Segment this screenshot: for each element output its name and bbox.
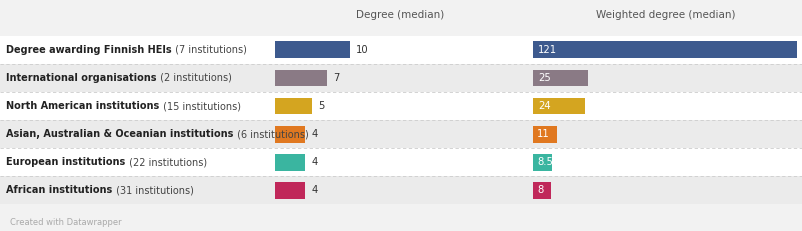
Bar (0, 176, 802, 204)
Text: 7: 7 (333, 73, 339, 83)
Text: 8: 8 (537, 185, 543, 195)
Bar (274, 70, 326, 86)
Text: (2 institutions): (2 institutions) (156, 73, 232, 83)
Text: (15 institutions): (15 institutions) (160, 101, 241, 111)
Bar (533, 41, 796, 58)
Bar (0, 64, 802, 92)
Bar (0, 92, 802, 120)
Text: 121: 121 (537, 45, 557, 55)
Text: 4: 4 (310, 157, 317, 167)
Text: (7 institutions): (7 institutions) (172, 45, 247, 55)
Text: 11: 11 (537, 129, 549, 139)
Bar (274, 154, 304, 171)
Text: European institutions: European institutions (6, 157, 126, 167)
Bar (0, 36, 802, 64)
Bar (533, 126, 557, 143)
Bar (533, 98, 585, 115)
Text: Degree awarding Finnish HEIs: Degree awarding Finnish HEIs (6, 45, 172, 55)
Bar (274, 182, 304, 199)
Text: African institutions: African institutions (6, 185, 112, 195)
Text: 24: 24 (537, 101, 550, 111)
Text: (31 institutions): (31 institutions) (112, 185, 193, 195)
Text: 8.5: 8.5 (537, 157, 553, 167)
Bar (274, 98, 312, 115)
Bar (274, 41, 350, 58)
Text: Asian, Australian & Oceanian institutions: Asian, Australian & Oceanian institution… (6, 129, 233, 139)
Text: Degree (median): Degree (median) (355, 10, 444, 20)
Text: (6 institutions): (6 institutions) (233, 129, 308, 139)
Bar (0, 148, 802, 176)
Text: 25: 25 (537, 73, 550, 83)
Text: Weighted degree (median): Weighted degree (median) (595, 10, 735, 20)
Bar (533, 182, 550, 199)
Text: 10: 10 (356, 45, 368, 55)
Text: 4: 4 (310, 185, 317, 195)
Text: (22 institutions): (22 institutions) (126, 157, 207, 167)
Text: Created with Datawrapper: Created with Datawrapper (10, 219, 121, 227)
Bar (274, 126, 304, 143)
Bar (0, 120, 802, 148)
Text: 4: 4 (310, 129, 317, 139)
Text: 5: 5 (318, 101, 325, 111)
Text: International organisations: International organisations (6, 73, 156, 83)
Bar (533, 154, 551, 171)
Text: North American institutions: North American institutions (6, 101, 160, 111)
Bar (533, 70, 587, 86)
